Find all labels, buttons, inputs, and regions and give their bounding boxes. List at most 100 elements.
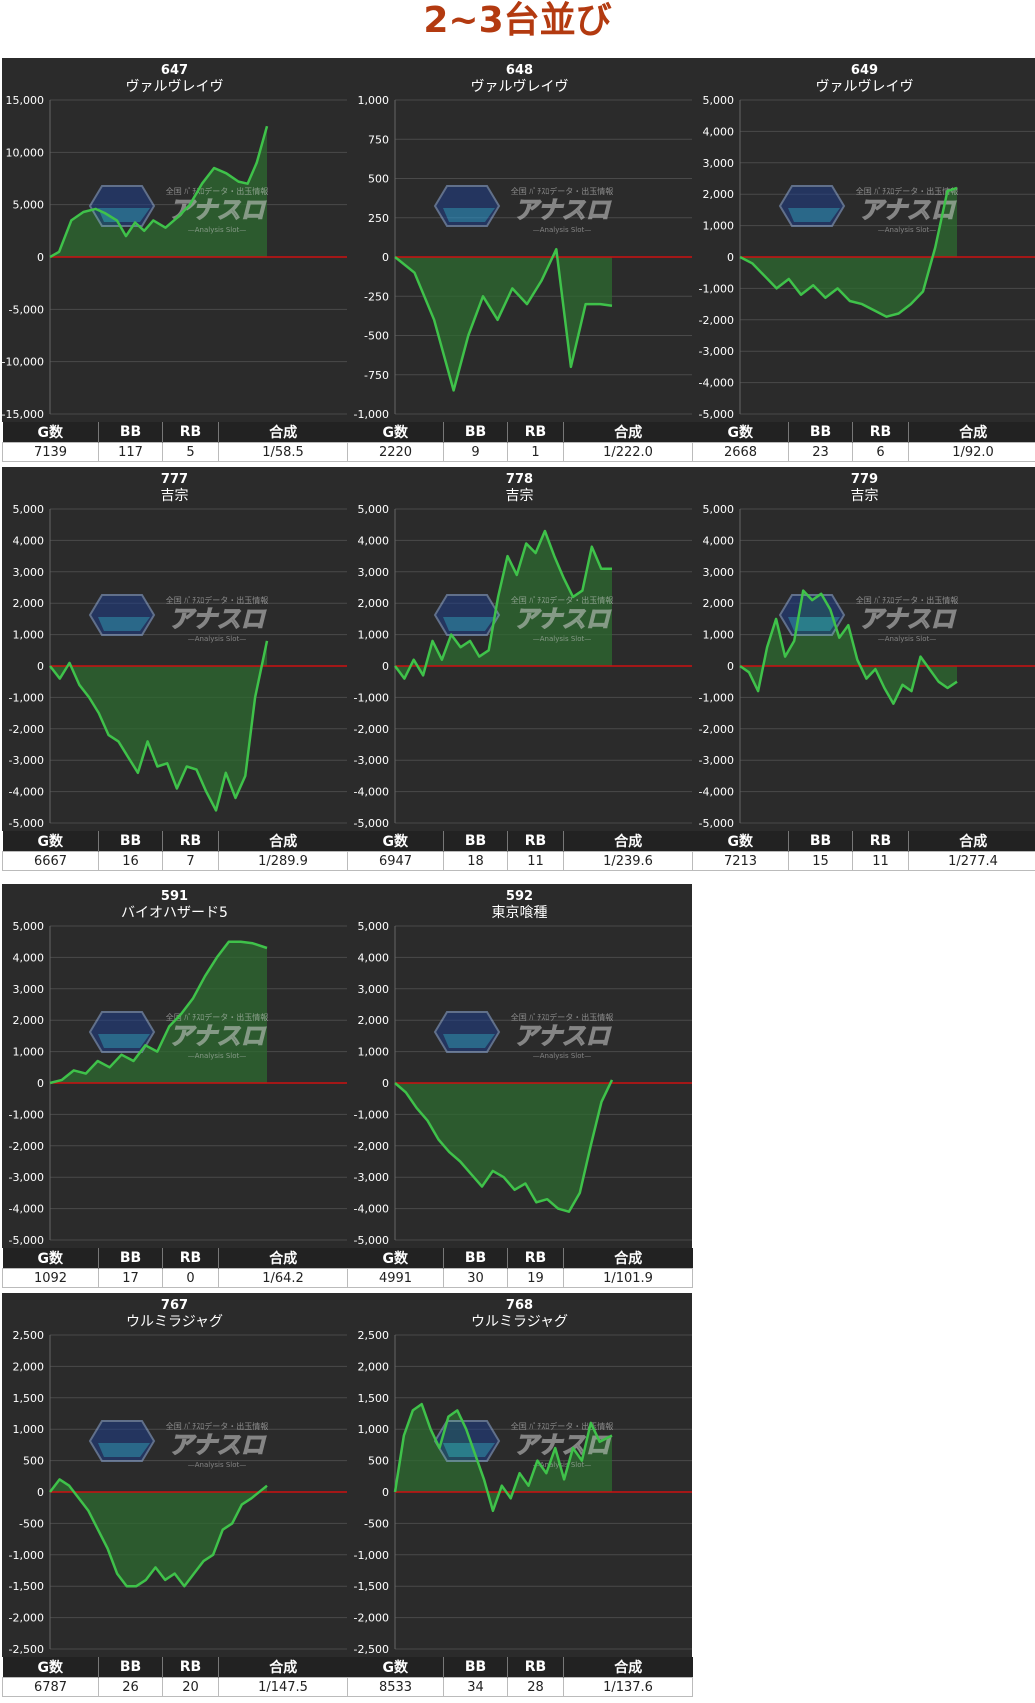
stats-header: BB <box>443 1657 508 1678</box>
series-line <box>49 1478 268 1588</box>
y-tick-label: -1,000 <box>354 408 389 421</box>
games-value: 6787 <box>2 1677 99 1697</box>
y-tick-label: -5,000 <box>9 817 44 830</box>
watermark-text: アナスロ <box>514 196 612 224</box>
y-tick-label: -2,000 <box>9 1140 44 1153</box>
y-tick-label: -1,000 <box>9 1549 44 1562</box>
watermark-text: アナスロ <box>859 605 957 633</box>
machine-card: 592 東京喰種 5,000 4,000 3,000 2,000 1,000 0 -1,000 -… <box>347 884 693 1288</box>
stats-table: G数 BB RB 合成 6787 26 20 1/147.5 <box>2 1657 348 1697</box>
machine-number: 647 <box>161 63 188 78</box>
y-tick-label: 2,000 <box>13 1360 45 1373</box>
stats-value-row: 4991 30 19 1/101.9 <box>347 1268 693 1288</box>
y-tick-label: 3,000 <box>13 566 45 579</box>
stats-header-row: G数 BB RB 合成 <box>2 831 348 852</box>
combined-value: 1/101.9 <box>563 1268 693 1288</box>
machine-card: 768 ウルミラジャグ 2,500 2,000 1,500 1,000 500 0 -500 -1… <box>347 1293 693 1697</box>
series-line <box>394 247 613 392</box>
watermark-top: 全国 ﾊﾟﾁｽﾛデータ・出玉情報 <box>166 1012 269 1022</box>
stats-header: G数 <box>2 1657 99 1678</box>
machine-name: ヴァルヴレイヴ <box>816 78 914 95</box>
stats-header: RB <box>162 422 219 443</box>
bb-value: 26 <box>98 1677 163 1697</box>
machine-card: 591 バイオハザード5 5,000 4,000 3,000 2,000 1,000 0 -1,… <box>2 884 348 1288</box>
y-tick-label: 5,000 <box>13 503 45 516</box>
stats-table: G数 BB RB 合成 7139 117 5 1/58.5 <box>2 422 348 462</box>
stats-value-row: 7213 15 11 1/277.4 <box>692 851 1035 871</box>
stats-header: BB <box>788 422 853 443</box>
watermark-sub: —Analysis Slot— <box>533 1461 591 1469</box>
stats-header: RB <box>162 1248 219 1269</box>
y-tick-label: 1,000 <box>13 1046 45 1059</box>
games-value: 1092 <box>2 1268 99 1288</box>
watermark-top: 全国 ﾊﾟﾁｽﾛデータ・出玉情報 <box>166 1421 269 1431</box>
y-tick-label: 1,000 <box>358 1423 390 1436</box>
machine-name: 東京喰種 <box>492 905 548 921</box>
y-tick-label: 2,000 <box>703 188 735 201</box>
machine-card: 767 ウルミラジャグ 2,500 2,000 1,500 1,000 500 0 -500 -1… <box>2 1293 348 1697</box>
y-tick-label: 4,000 <box>358 534 390 547</box>
stats-header: G数 <box>347 422 444 443</box>
stats-value-row: 6947 18 11 1/239.6 <box>347 851 693 871</box>
rb-value: 6 <box>852 442 909 462</box>
y-tick-label: 4,000 <box>703 534 735 547</box>
stats-table: G数 BB RB 合成 8533 34 28 1/137.6 <box>347 1657 693 1697</box>
machine-card: 649 ヴァルヴレイヴ 5,000 4,000 3,000 2,000 1,000 0 -1,0… <box>692 58 1035 462</box>
machine-card: 778 吉宗 5,000 4,000 3,000 2,000 1,000 0 -1,000 -2,… <box>347 467 693 871</box>
bb-value: 17 <box>98 1268 163 1288</box>
stats-table: G数 BB RB 合成 2668 23 6 1/92.0 <box>692 422 1035 462</box>
stats-header: RB <box>162 1657 219 1678</box>
y-tick-label: -4,000 <box>354 1203 389 1216</box>
chart-background <box>347 58 692 422</box>
y-tick-label: 5,000 <box>703 94 735 107</box>
y-tick-label: 1,000 <box>703 629 735 642</box>
watermark-sub: —Analysis Slot— <box>188 226 246 234</box>
stats-header-row: G数 BB RB 合成 <box>692 422 1035 443</box>
stats-header: RB <box>162 831 219 852</box>
stats-header: BB <box>98 1657 163 1678</box>
stats-header: RB <box>507 1248 564 1269</box>
y-tick-label: 1,500 <box>358 1392 390 1405</box>
y-tick-label: -3,000 <box>9 754 44 767</box>
stats-header: BB <box>443 422 508 443</box>
stats-table: G数 BB RB 合成 6667 16 7 1/289.9 <box>2 831 348 871</box>
stats-header: 合成 <box>563 1657 693 1678</box>
y-tick-label: -3,000 <box>699 754 734 767</box>
series-line <box>49 940 268 1085</box>
y-tick-label: 2,500 <box>13 1329 45 1342</box>
combined-value: 1/147.5 <box>218 1677 348 1697</box>
y-tick-label: -3,000 <box>354 1171 389 1184</box>
y-tick-label: 0 <box>37 251 44 264</box>
y-tick-label: 2,000 <box>13 597 45 610</box>
bb-value: 117 <box>98 442 163 462</box>
y-tick-label: -500 <box>364 330 389 343</box>
y-tick-label: 1,000 <box>13 629 45 642</box>
y-tick-label: 0 <box>382 1486 389 1499</box>
stats-header: 合成 <box>563 1248 693 1269</box>
y-tick-label: -4,000 <box>9 1203 44 1216</box>
rb-value: 5 <box>162 442 219 462</box>
y-tick-label: -250 <box>364 290 389 303</box>
watermark-text: アナスロ <box>514 1431 612 1459</box>
watermark-sub: —Analysis Slot— <box>188 1461 246 1469</box>
stats-header: BB <box>98 1248 163 1269</box>
area-fill <box>50 640 267 811</box>
bb-value: 9 <box>443 442 508 462</box>
stats-header: G数 <box>692 422 789 443</box>
y-tick-label: -1,000 <box>699 691 734 704</box>
watermark-text: アナスロ <box>514 1022 612 1050</box>
stats-header: 合成 <box>218 422 348 443</box>
y-tick-label: -4,000 <box>9 786 44 799</box>
stats-table: G数 BB RB 合成 2220 9 1 1/222.0 <box>347 422 693 462</box>
y-tick-label: 0 <box>382 660 389 673</box>
y-tick-label: -1,000 <box>9 691 44 704</box>
stats-header: RB <box>507 831 564 852</box>
y-tick-label: 5,000 <box>358 920 390 933</box>
